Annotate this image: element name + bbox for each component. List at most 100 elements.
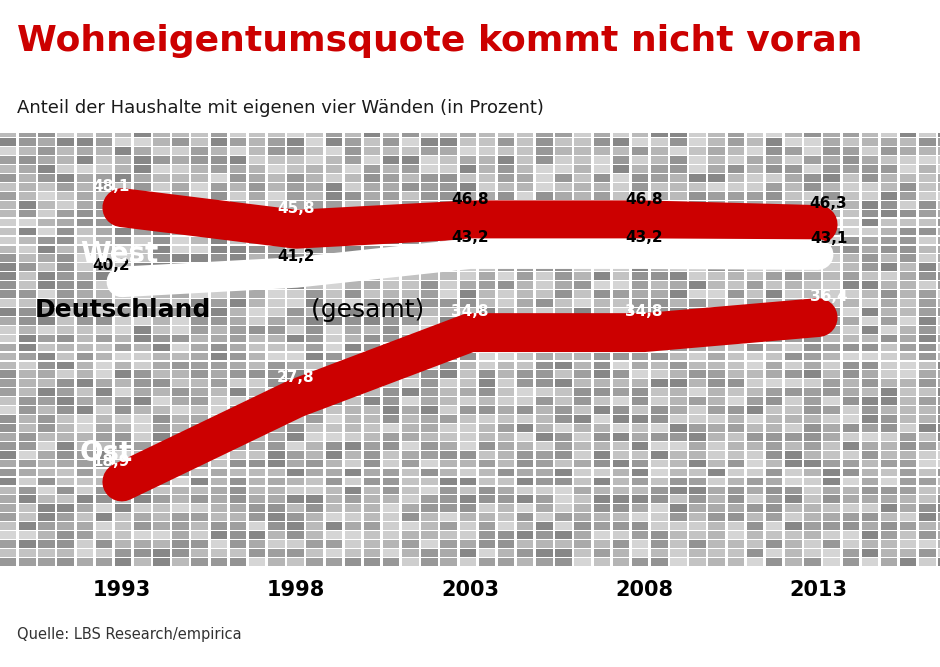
Bar xyxy=(441,139,457,146)
Bar xyxy=(39,388,55,396)
Bar xyxy=(57,370,74,378)
Bar xyxy=(441,353,457,360)
Bar xyxy=(593,549,610,557)
Bar xyxy=(229,147,246,155)
Bar xyxy=(478,370,495,378)
Bar xyxy=(172,442,189,450)
Bar xyxy=(919,514,935,521)
Bar xyxy=(517,504,534,512)
Bar xyxy=(402,245,418,253)
Bar xyxy=(651,219,667,226)
Bar xyxy=(900,442,916,450)
Bar xyxy=(249,156,265,164)
Bar xyxy=(785,183,802,191)
Bar xyxy=(651,174,667,182)
Bar xyxy=(57,531,74,539)
Bar xyxy=(746,415,763,423)
Bar xyxy=(345,139,361,146)
Bar xyxy=(823,139,839,146)
Bar xyxy=(460,317,476,325)
Bar xyxy=(288,192,304,199)
Bar xyxy=(785,514,802,521)
Bar xyxy=(574,183,591,191)
Bar xyxy=(689,201,706,209)
Bar xyxy=(919,129,935,137)
Bar xyxy=(919,156,935,164)
Bar xyxy=(0,353,17,360)
Bar xyxy=(134,388,150,396)
Bar xyxy=(364,121,381,128)
Bar xyxy=(574,308,591,315)
Bar xyxy=(862,380,878,387)
Bar xyxy=(288,272,304,280)
Bar xyxy=(938,504,940,512)
Bar xyxy=(325,442,342,450)
Bar xyxy=(57,326,74,334)
Bar xyxy=(115,451,132,458)
Bar xyxy=(805,227,821,235)
Bar xyxy=(842,531,859,539)
Bar xyxy=(823,496,839,503)
Bar xyxy=(268,156,285,164)
Bar xyxy=(632,299,649,307)
Bar xyxy=(709,201,725,209)
Bar xyxy=(746,496,763,503)
Bar xyxy=(460,254,476,262)
Bar xyxy=(76,183,93,191)
Bar xyxy=(709,486,725,494)
Bar xyxy=(670,245,686,253)
Bar xyxy=(613,460,629,468)
Bar xyxy=(39,424,55,432)
Bar xyxy=(785,522,802,530)
Bar xyxy=(268,406,285,414)
Bar xyxy=(383,254,400,262)
Bar xyxy=(383,442,400,450)
Bar xyxy=(517,299,534,307)
Bar xyxy=(76,478,93,486)
Bar xyxy=(229,514,246,521)
Bar xyxy=(842,406,859,414)
Bar xyxy=(593,147,610,155)
Bar xyxy=(76,451,93,458)
Bar xyxy=(593,522,610,530)
Bar xyxy=(364,192,381,199)
Bar xyxy=(823,210,839,217)
Bar xyxy=(498,272,514,280)
Bar xyxy=(919,344,935,352)
Bar xyxy=(57,281,74,289)
Bar xyxy=(574,362,591,370)
Bar xyxy=(823,451,839,458)
Bar xyxy=(881,290,898,298)
Bar xyxy=(478,451,495,458)
Bar xyxy=(689,486,706,494)
Bar xyxy=(766,478,782,486)
Bar xyxy=(0,478,17,486)
Bar xyxy=(785,281,802,289)
Bar xyxy=(689,174,706,182)
Bar xyxy=(613,290,629,298)
Bar xyxy=(842,227,859,235)
Bar xyxy=(593,424,610,432)
Bar xyxy=(842,147,859,155)
Bar xyxy=(364,326,381,334)
Bar xyxy=(345,290,361,298)
Bar xyxy=(96,442,112,450)
Bar xyxy=(900,514,916,521)
Bar xyxy=(498,469,514,476)
Bar xyxy=(766,237,782,244)
Bar xyxy=(498,192,514,199)
Bar xyxy=(478,139,495,146)
Bar xyxy=(805,290,821,298)
Bar xyxy=(421,326,438,334)
Bar xyxy=(76,362,93,370)
Bar xyxy=(900,245,916,253)
Bar xyxy=(823,272,839,280)
Bar xyxy=(862,442,878,450)
Bar xyxy=(192,514,208,521)
Bar xyxy=(536,486,553,494)
Bar xyxy=(593,317,610,325)
Bar xyxy=(785,478,802,486)
Bar xyxy=(383,147,400,155)
Bar xyxy=(785,451,802,458)
Bar xyxy=(306,317,322,325)
